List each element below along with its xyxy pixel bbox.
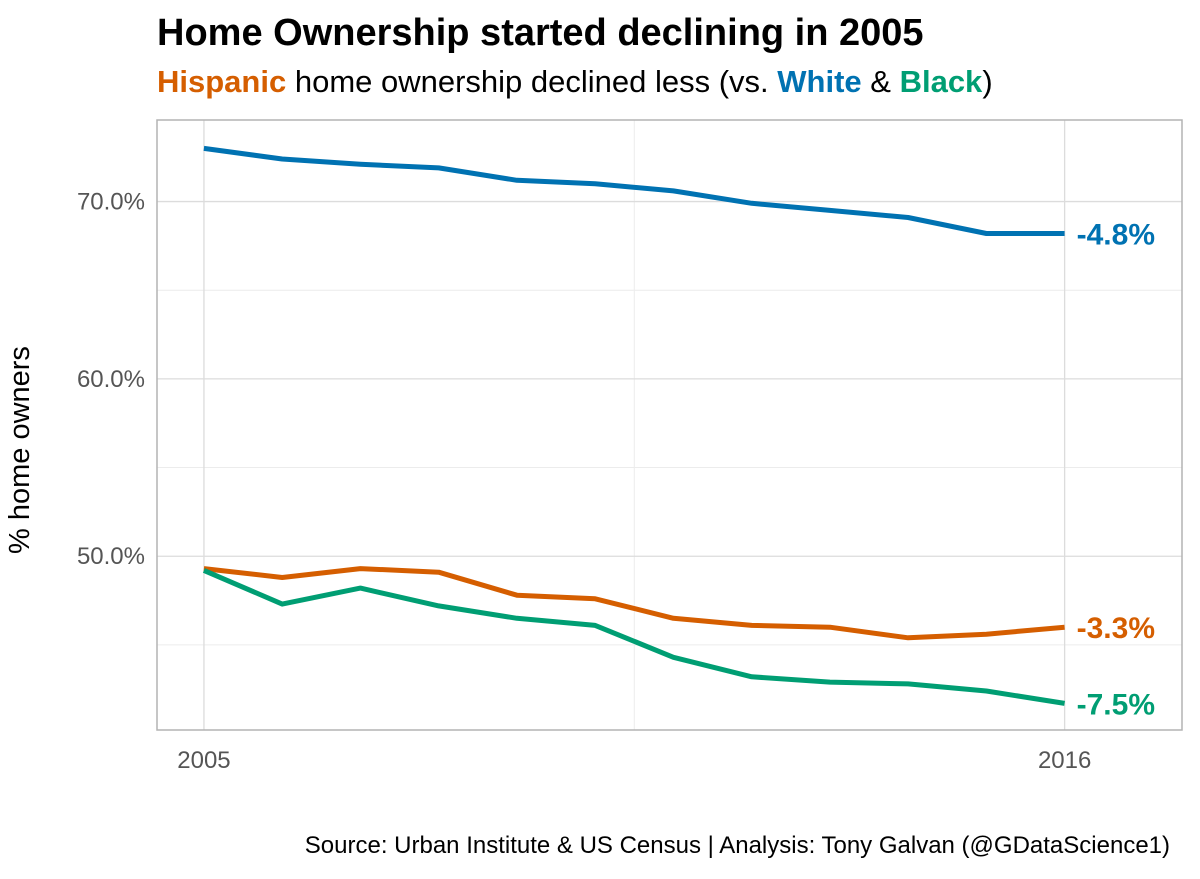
- plot-panel-border: [156, 119, 1183, 731]
- x-tick-label: 2005: [177, 747, 230, 774]
- series-line-black: [202, 568, 1065, 706]
- end-label-white: -4.8%: [1077, 218, 1155, 251]
- source-caption: Source: Urban Institute & US Census | An…: [304, 832, 1170, 859]
- x-tick-label: 2016: [1038, 747, 1091, 774]
- subtitle-white: White: [777, 64, 862, 99]
- y-tick-label: 60.0%: [77, 366, 145, 393]
- subtitle-end: ): [982, 64, 993, 99]
- y-tick-label: 50.0%: [77, 543, 145, 570]
- series-line-white: [203, 145, 1065, 236]
- end-label-black: -7.5%: [1077, 688, 1155, 721]
- series-line-hispanic: [203, 566, 1065, 641]
- chart-title: Home Ownership started declining in 2005: [157, 12, 924, 54]
- y-axis-label: % home owners: [4, 346, 36, 554]
- subtitle-hispanic: Hispanic: [157, 64, 287, 99]
- subtitle-amp: &: [861, 64, 900, 99]
- subtitle-black: Black: [899, 64, 983, 99]
- end-label-hispanic: -3.3%: [1077, 612, 1155, 645]
- y-tick-label: 70.0%: [77, 189, 145, 216]
- chart-subtitle: Hispanic home ownership declined less (v…: [157, 64, 993, 100]
- subtitle-middle: home ownership declined less (vs.: [286, 64, 778, 99]
